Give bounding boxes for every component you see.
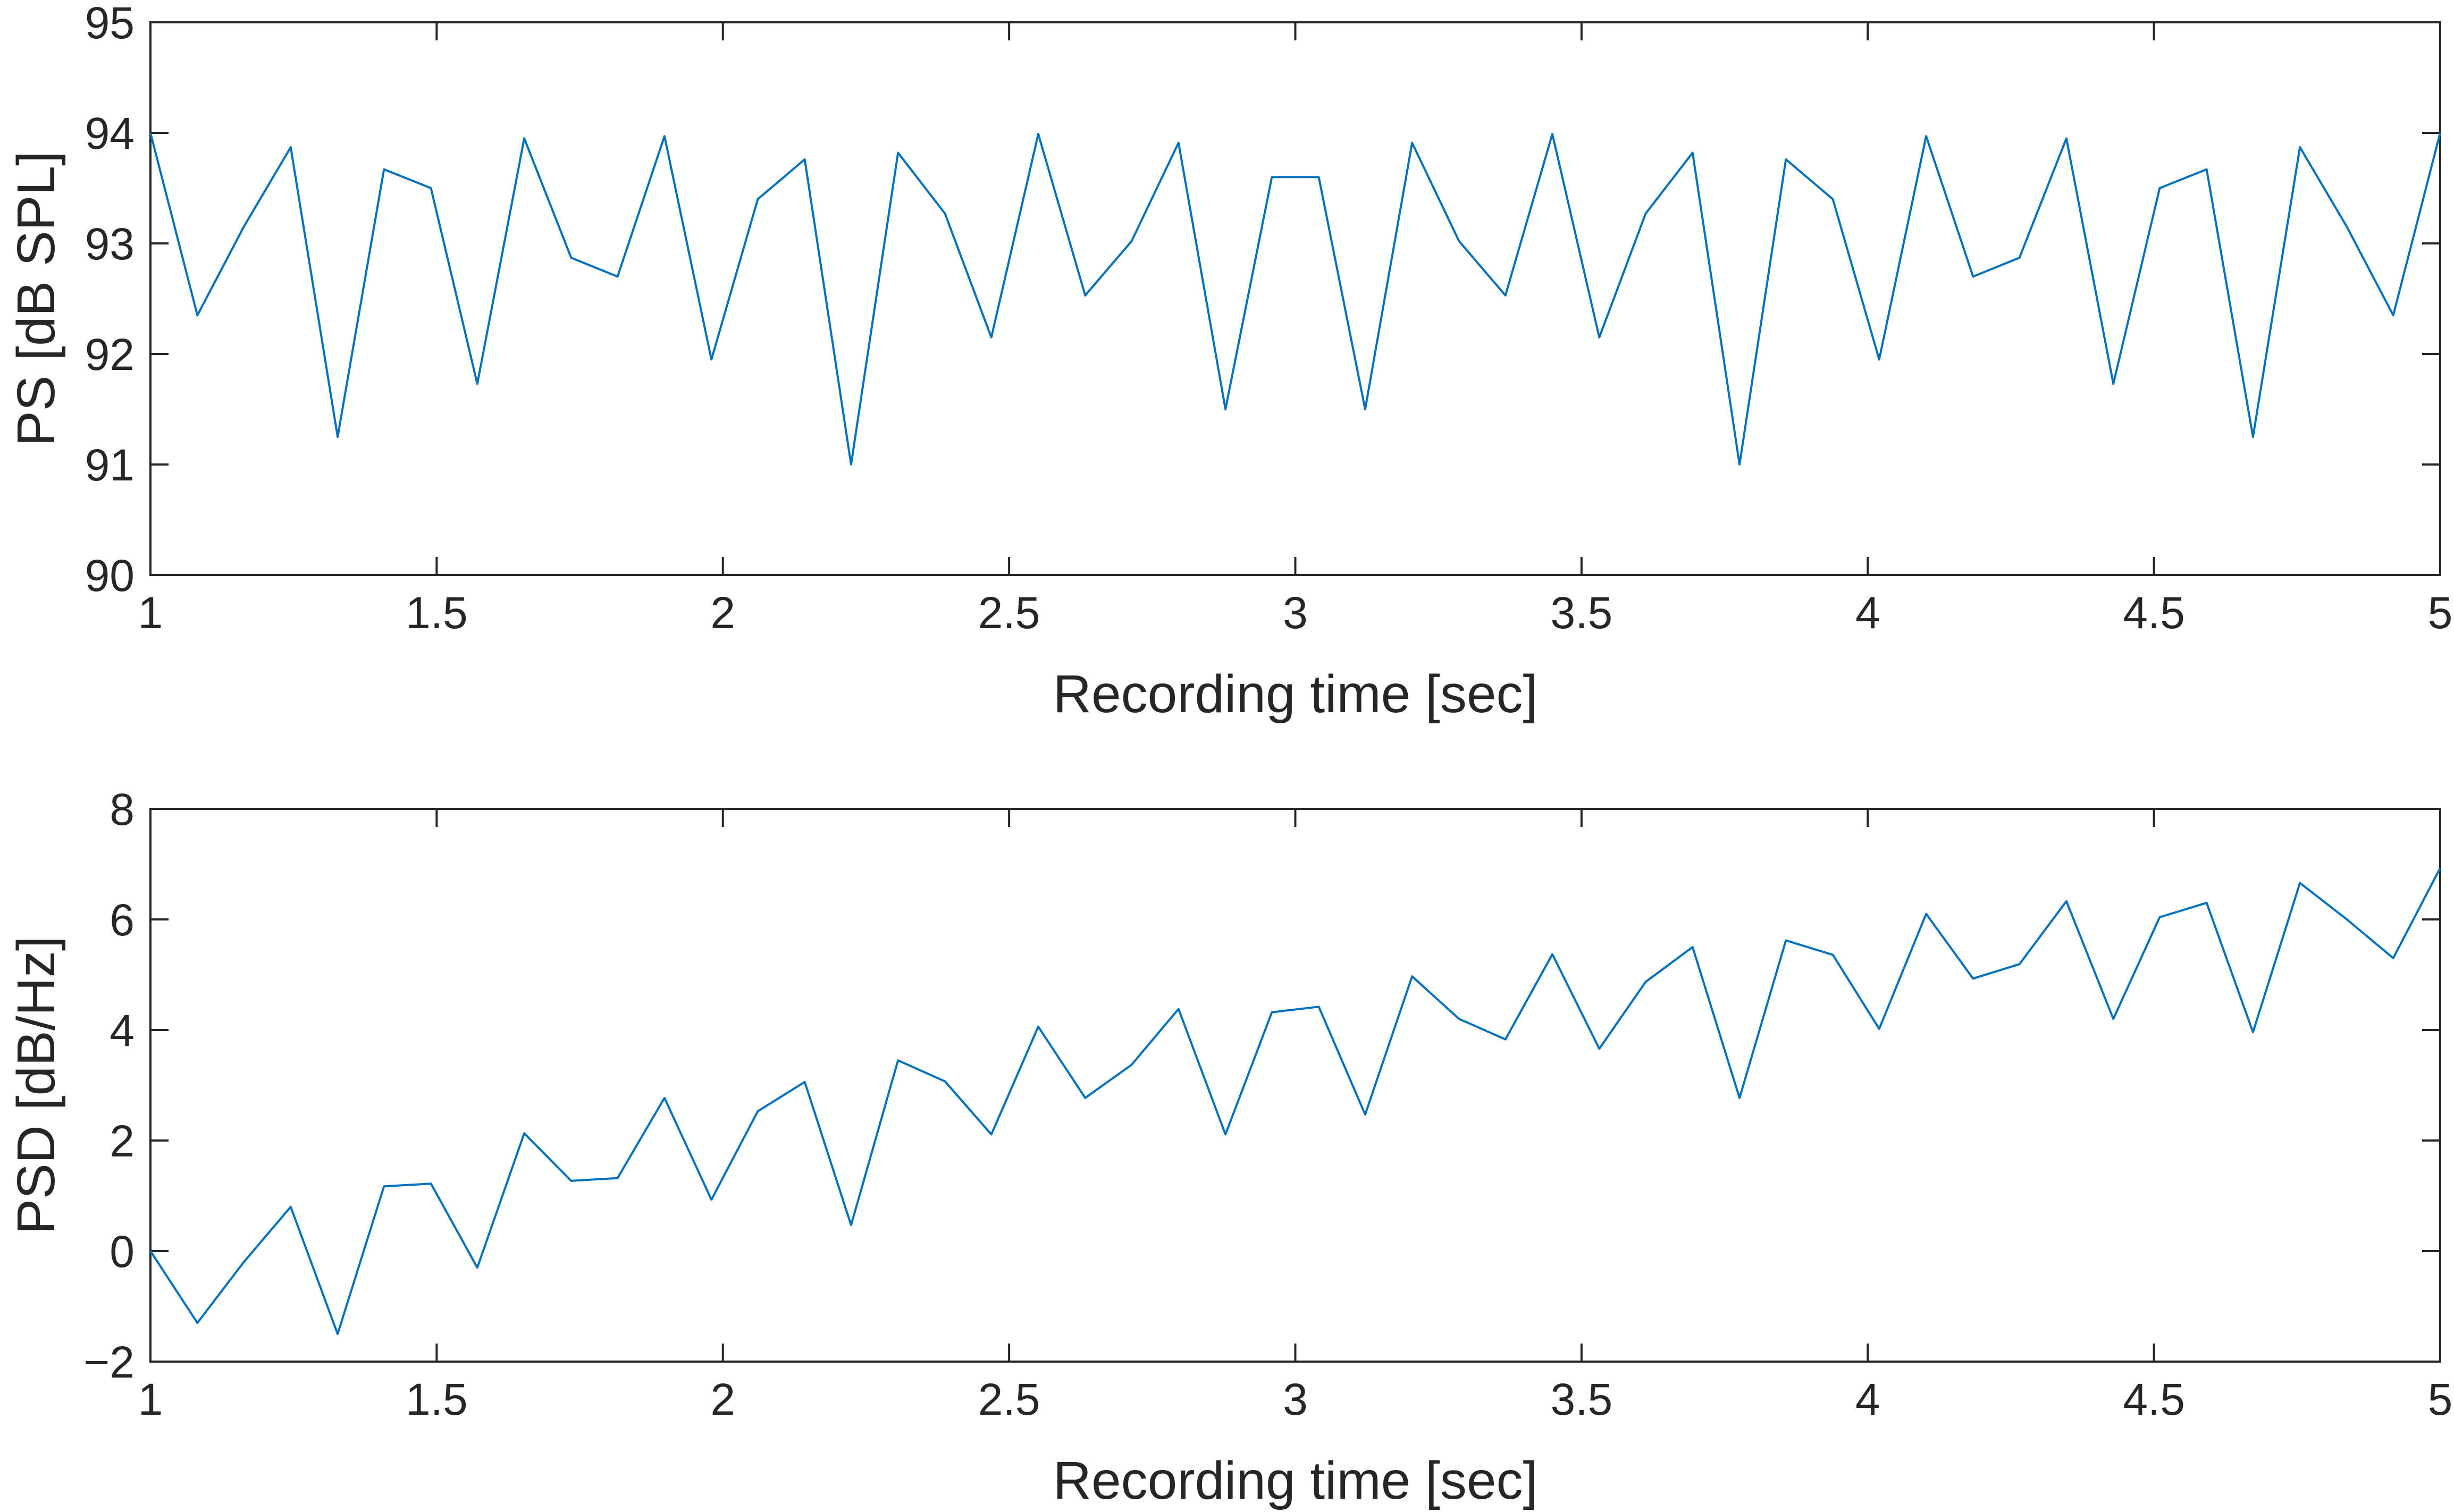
psd-x-tick-label: 4.5 xyxy=(2123,1374,2185,1424)
ps-y-tick-label: 93 xyxy=(85,219,135,269)
ps-y-tick-label: 92 xyxy=(85,330,135,379)
ps-x-tick-label: 4.5 xyxy=(2123,588,2185,638)
psd-y-tick-label: 4 xyxy=(110,1006,135,1055)
psd-x-tick-label: 1 xyxy=(138,1374,163,1424)
ps-y-axis-label: PS [dB SPL] xyxy=(6,151,66,446)
psd-x-tick-label: 1.5 xyxy=(406,1374,468,1424)
psd-y-tick-label: −2 xyxy=(83,1337,135,1387)
ps-x-tick-label: 2 xyxy=(710,588,735,638)
psd-x-tick-label: 5 xyxy=(2428,1374,2453,1424)
psd-x-tick-label: 2.5 xyxy=(978,1374,1040,1424)
psd-y-tick-label: 8 xyxy=(110,784,135,834)
psd-y-axis-label: PSD [dB/Hz] xyxy=(6,936,66,1234)
psd-y-tick-label: 6 xyxy=(110,895,135,945)
psd-x-tick-label: 4 xyxy=(1855,1374,1880,1424)
ps-series-line xyxy=(149,132,2441,466)
ps-x-tick-label: 3 xyxy=(1283,588,1308,638)
ps-subplot: 1 1.5 2 2.5 3 3.5 4 4.5 5 90 91 92 93 94 95 Recording t… xyxy=(6,0,2452,724)
ps-x-tick-label: 4 xyxy=(1855,588,1880,638)
ps-x-tick-label: 5 xyxy=(2428,588,2453,638)
ps-x-tick-label: 3.5 xyxy=(1550,588,1612,638)
ps-x-axis-label: Recording time [sec] xyxy=(1053,664,1537,724)
psd-x-tick-label: 2 xyxy=(710,1374,735,1424)
psd-x-axis-label: Recording time [sec] xyxy=(1053,1451,1537,1510)
ps-y-tick-label: 90 xyxy=(85,551,135,601)
psd-x-tick-label: 3 xyxy=(1283,1374,1308,1424)
psd-x-tick-label: 3.5 xyxy=(1550,1374,1612,1424)
psd-subplot: 1 1.5 2 2.5 3 3.5 4 4.5 5 −2 0 2 4 6 8 Recording time [… xyxy=(6,784,2452,1510)
ps-y-tick-label: 95 xyxy=(85,0,135,48)
ps-x-tick-label: 2.5 xyxy=(978,588,1040,638)
psd-series-line xyxy=(149,867,2441,1335)
ps-x-tick-label: 1 xyxy=(138,588,163,638)
ps-x-tick-label: 1.5 xyxy=(406,588,468,638)
ps-y-tick-label: 94 xyxy=(85,108,135,158)
psd-y-tick-label: 0 xyxy=(110,1227,135,1277)
ps-y-tick-label: 91 xyxy=(85,440,135,490)
psd-y-tick-label: 2 xyxy=(110,1116,135,1166)
